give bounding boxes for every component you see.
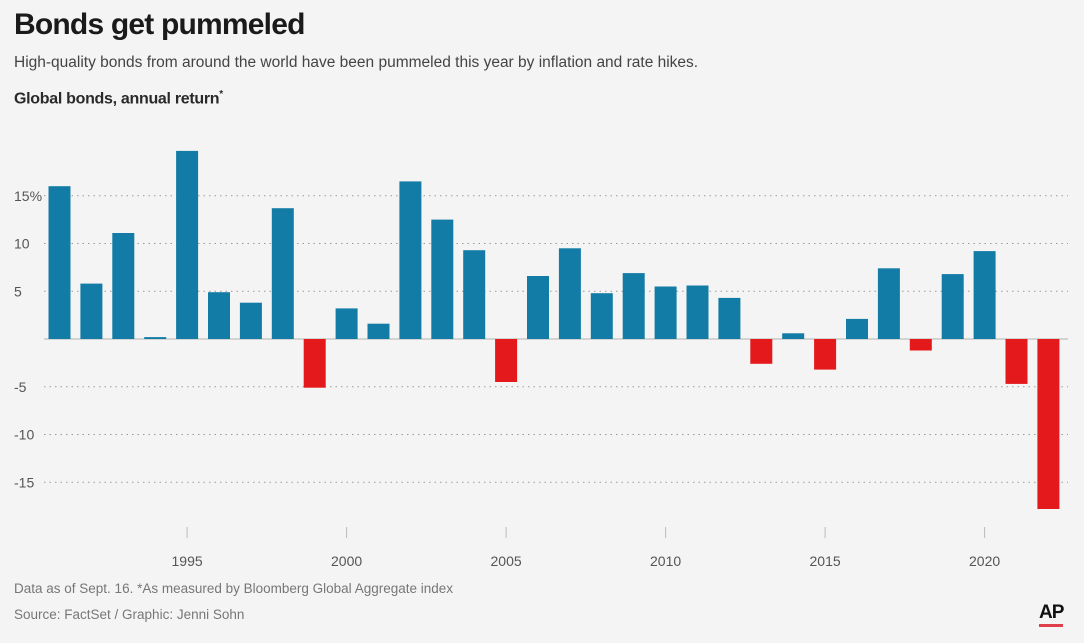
bar-2015: [814, 339, 837, 370]
bar-2006: [527, 276, 549, 339]
bar-2017: [877, 268, 900, 339]
bar-1993: [112, 233, 135, 339]
bar-2018: [909, 339, 932, 351]
source-credit: Source: FactSet / Graphic: Jenni Sohn: [14, 607, 245, 622]
chart-subtitle: High-quality bonds from around the world…: [14, 54, 699, 71]
bar-2021: [1005, 339, 1028, 384]
y-tick-label: 10: [14, 236, 30, 252]
y-tick-labels: -15 -10 -5 5 10 15%: [14, 188, 42, 491]
bars: [48, 150, 1060, 509]
x-tick-label: 2020: [969, 553, 1000, 569]
bar-2009: [622, 273, 645, 339]
bar-2007: [558, 248, 581, 339]
bar-2000: [335, 308, 358, 339]
x-ticks: 1995 2000 2005 2010 2015 2020: [172, 527, 1000, 569]
bar-2019: [941, 274, 964, 339]
y-axis-label-mark: *: [219, 89, 223, 100]
bar-1999: [303, 339, 326, 388]
bar-2004: [463, 250, 486, 339]
x-tick-label: 2000: [331, 553, 362, 569]
bar-2014: [782, 333, 805, 339]
bar-1992: [80, 283, 103, 339]
bar-2022: [1037, 339, 1060, 509]
bar-1996: [208, 292, 230, 339]
x-tick-label: 1995: [172, 553, 203, 569]
bar-1997: [239, 302, 262, 339]
bar-2011: [686, 285, 709, 339]
y-tick-label: -10: [14, 427, 34, 443]
x-tick-label: 2015: [810, 553, 841, 569]
bar-1995: [176, 150, 199, 339]
y-tick-label: 15%: [14, 188, 42, 204]
bar-2001: [367, 323, 390, 339]
bar-2013: [750, 339, 773, 364]
y-axis-label: Global bonds, annual return*: [14, 89, 223, 108]
bar-1994: [144, 337, 167, 339]
bar-1991: [48, 186, 71, 339]
bar-2008: [590, 293, 613, 339]
ap-logo: AP: [1039, 602, 1064, 627]
y-axis-label-text: Global bonds, annual return: [14, 90, 220, 108]
bar-2012: [718, 297, 741, 339]
y-tick-label: 5: [14, 283, 22, 299]
y-tick-label: -5: [14, 379, 27, 395]
chart-title: Bonds get pummeled: [14, 8, 305, 41]
bar-2016: [846, 318, 868, 339]
bar-2005: [495, 339, 518, 382]
y-tick-label: -15: [14, 474, 34, 490]
x-tick-label: 2005: [491, 553, 522, 569]
bar-2010: [654, 286, 677, 339]
bar-2002: [399, 181, 422, 339]
bar-2020: [973, 251, 996, 339]
bar-1998: [271, 208, 294, 339]
footnote: Data as of Sept. 16. *As measured by Blo…: [14, 581, 454, 596]
x-tick-label: 2010: [650, 553, 681, 569]
bar-2003: [431, 219, 454, 339]
